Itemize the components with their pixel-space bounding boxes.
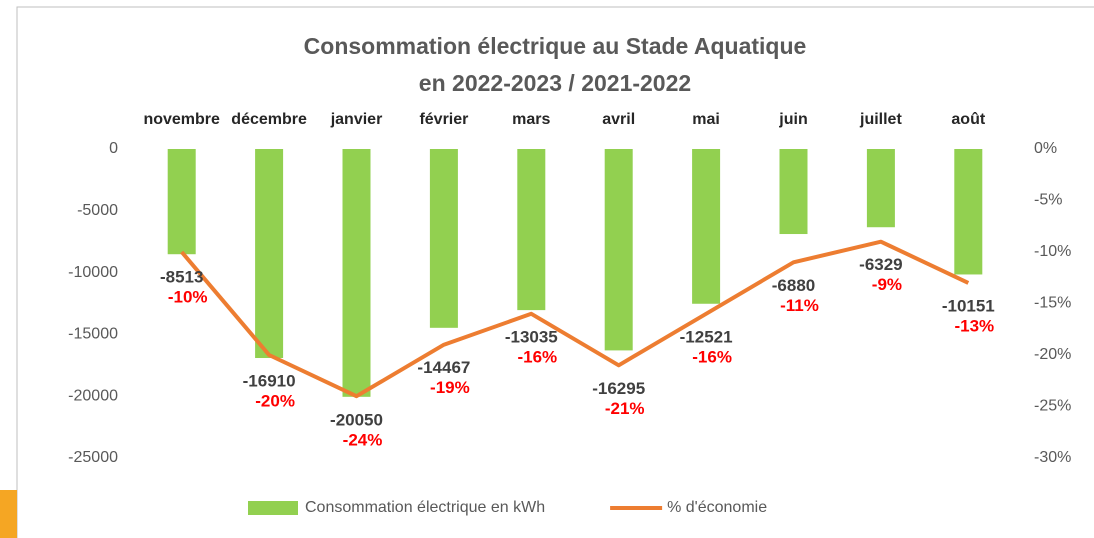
line-value-label: -24% [343, 430, 383, 449]
line-value-label: -16% [692, 347, 732, 366]
y2-tick-label: -30% [1034, 449, 1071, 466]
bar [517, 149, 546, 311]
decoration [0, 490, 17, 538]
x-tick-label: avril [602, 111, 635, 128]
bar-value-label: -16910 [243, 371, 296, 390]
bar [604, 149, 633, 351]
x-tick-label: janvier [330, 111, 383, 128]
line-value-label: -11% [780, 296, 819, 315]
y2-tick-label: -20% [1034, 346, 1071, 363]
chart-title: Consommation électrique au Stade Aquatiq… [304, 33, 807, 59]
line [180, 239, 970, 399]
y-tick-label: -25000 [68, 449, 118, 466]
y-tick-label: -15000 [68, 326, 118, 343]
line-value-label: -21% [605, 399, 645, 418]
frame [16, 6, 1094, 538]
x-tick-label: juillet [859, 111, 902, 128]
legend-label: % d'économie [667, 499, 767, 516]
y2-tick-label: -5% [1034, 192, 1062, 209]
bar-value-label: -13035 [505, 327, 558, 346]
x-tick-label: mai [692, 111, 720, 128]
y2-tick-label: -15% [1034, 295, 1071, 312]
line-value-label: -16% [517, 347, 557, 366]
y-tick-label: -10000 [68, 264, 118, 281]
y-tick-label: -20000 [68, 387, 118, 404]
y-tick-label: 0 [109, 140, 118, 157]
bar-value-label: -16295 [592, 379, 645, 398]
bar [779, 149, 808, 235]
legend-swatch [248, 501, 298, 515]
bar [167, 149, 196, 255]
x-tick-label: août [951, 111, 985, 128]
bar-value-label: -12521 [680, 327, 733, 346]
y-tick-label: -5000 [77, 202, 118, 219]
bar [342, 149, 371, 397]
y2-tick-label: -10% [1034, 243, 1071, 260]
x-tick-label: juin [778, 111, 807, 128]
x-tick-label: mars [512, 111, 550, 128]
line-value-label: -20% [255, 391, 295, 410]
x-tick-label: décembre [231, 111, 307, 128]
line-value-label: -9% [872, 275, 902, 294]
bar-value-label: -20050 [330, 410, 383, 429]
bar-value-label: -10151 [942, 296, 995, 315]
chart-subtitle: en 2022-2023 / 2021-2022 [419, 70, 691, 96]
legend-label: Consommation électrique en kWh [305, 499, 545, 516]
line-value-label: -19% [430, 378, 470, 397]
y2-tick-label: 0% [1034, 140, 1057, 157]
bar-value-label: -6329 [859, 255, 902, 274]
bar [866, 149, 895, 228]
bar [954, 149, 983, 275]
bar [429, 149, 458, 328]
bar [255, 149, 284, 359]
line-value-label: -13% [954, 316, 994, 335]
bar-value-label: -14467 [417, 358, 470, 377]
y2-tick-label: -25% [1034, 398, 1071, 415]
x-tick-label: novembre [143, 111, 220, 128]
bar [692, 149, 721, 304]
line-value-label: -10% [168, 288, 208, 307]
bar-value-label: -6880 [772, 276, 815, 295]
x-tick-label: février [419, 111, 468, 128]
bar-value-label: -8513 [160, 268, 203, 287]
